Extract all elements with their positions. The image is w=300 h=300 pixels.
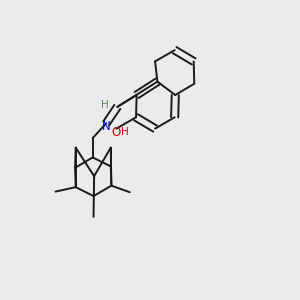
Text: H: H	[122, 128, 129, 137]
Text: H: H	[101, 100, 109, 110]
Text: N: N	[102, 120, 111, 133]
Text: O: O	[111, 126, 120, 139]
